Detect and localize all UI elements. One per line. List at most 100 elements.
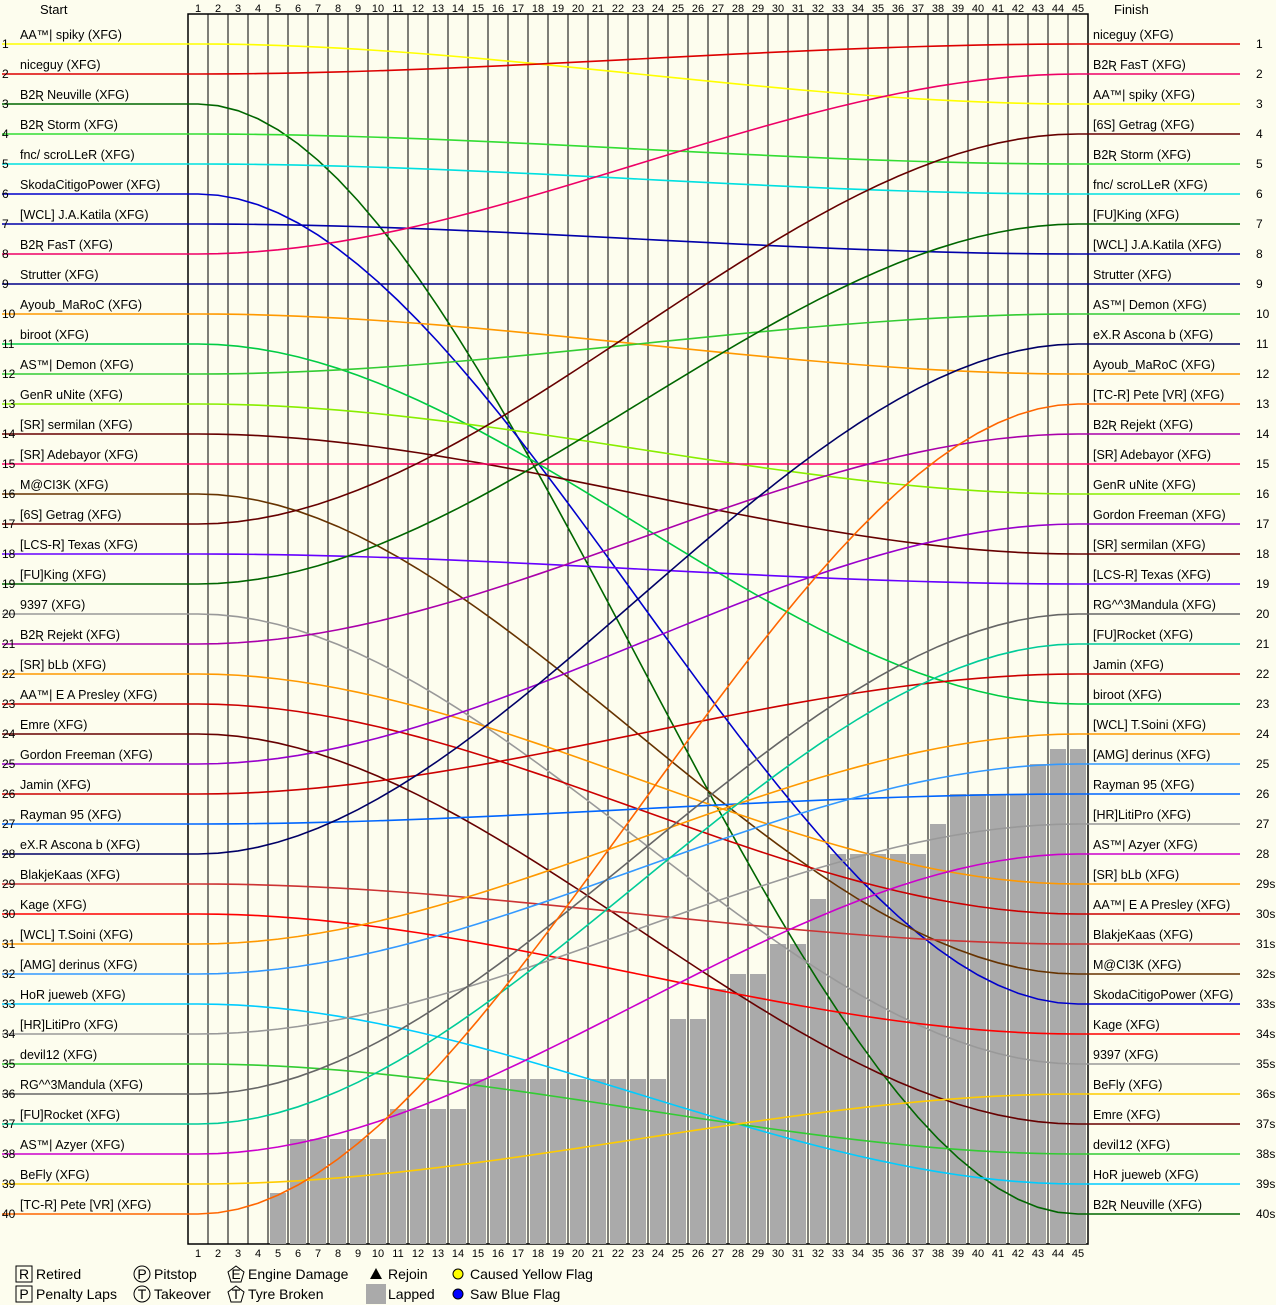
start-position-number: 27	[2, 817, 16, 831]
lap-tick-bottom: 11	[392, 1248, 403, 1260]
finish-position-number: 13	[1256, 397, 1270, 411]
finish-driver-label: [SR] bLb (XFG)	[1093, 868, 1179, 882]
lap-tick-bottom: 2	[215, 1248, 221, 1260]
finish-position-number: 33s	[1256, 997, 1275, 1011]
lapped-column	[290, 1139, 306, 1244]
lap-tick-top: 26	[692, 3, 704, 15]
lap-tick-bottom: 23	[632, 1248, 644, 1260]
lapped-column	[610, 1079, 626, 1244]
driver-line	[2, 553, 1240, 585]
lap-tick-bottom: 14	[452, 1248, 464, 1260]
lap-tick-top: 2	[215, 3, 221, 15]
finish-driver-label: [HR]LitiPro (XFG)	[1093, 808, 1191, 822]
finish-position-number: 29s	[1256, 877, 1275, 891]
lap-tick-top: 6	[295, 3, 301, 15]
finish-driver-label: [SR] sermilan (XFG)	[1093, 538, 1206, 552]
legend: R Retired P Pitstop E Engine Damage Rejoin Caus…	[15, 1265, 593, 1304]
lap-tick-bottom: 1	[195, 1248, 201, 1260]
lap-tick-bottom: 38	[932, 1248, 944, 1260]
driver-line	[2, 823, 1240, 1035]
lapped-column	[470, 1079, 486, 1244]
driver-line	[2, 1003, 1240, 1185]
lapped-column	[690, 1019, 706, 1244]
driver-line	[2, 103, 1240, 1215]
lapped-column	[790, 944, 806, 1244]
lap-tick-top: 19	[552, 3, 564, 15]
finish-driver-label: fnc/ scroLLeR (XFG)	[1093, 178, 1208, 192]
finish-position-number: 21	[1256, 637, 1270, 651]
lap-tick-top: 34	[852, 3, 864, 15]
start-driver-label: Ayoub_MaRoC (XFG)	[20, 298, 142, 312]
retired-legend-label: Retired	[36, 1266, 81, 1282]
lapped-column	[910, 854, 926, 1244]
lapped-column	[550, 1079, 566, 1244]
lap-tick-bottom: 13	[432, 1248, 444, 1260]
finish-position-number: 8	[1256, 247, 1263, 261]
finish-position-number: 20	[1256, 607, 1270, 621]
lap-tick-top: 43	[1032, 3, 1044, 15]
lap-tick-bottom: 26	[692, 1248, 704, 1260]
lap-tick-bottom: 20	[572, 1248, 584, 1260]
start-driver-label: [WCL] T.Soini (XFG)	[20, 928, 133, 942]
start-position-number: 21	[2, 637, 16, 651]
start-driver-label: [FU]Rocket (XFG)	[20, 1108, 120, 1122]
lap-tick-bottom: 37	[912, 1248, 924, 1260]
lapped-column	[650, 1079, 666, 1244]
lap-tick-bottom: 21	[592, 1248, 604, 1260]
lap-tick-top: 38	[932, 3, 944, 15]
lapped-column	[990, 794, 1006, 1244]
lap-tick-bottom: 34	[852, 1248, 864, 1260]
start-position-number: 29	[2, 877, 16, 891]
start-position-number: 30	[2, 907, 16, 921]
finish-driver-label: BeFly (XFG)	[1093, 1078, 1162, 1092]
position-lines	[2, 43, 1240, 1215]
yellow-legend-label: Caused Yellow Flag	[470, 1266, 593, 1282]
finish-position-number: 2	[1256, 67, 1263, 81]
lap-tick-top: 23	[632, 3, 644, 15]
finish-position-number: 14	[1256, 427, 1270, 441]
start-position-number: 1	[2, 37, 9, 51]
start-driver-label: BlakjeKaas (XFG)	[20, 868, 120, 882]
start-driver-label: [LCS-R] Texas (XFG)	[20, 538, 138, 552]
lap-tick-top: 20	[572, 3, 584, 15]
finish-position-number: 25	[1256, 757, 1270, 771]
lap-tick-top: 40	[972, 3, 984, 15]
lap-tick-top: 24	[652, 3, 664, 15]
driver-line	[2, 883, 1240, 945]
finish-driver-label: AA™| E A Presley (XFG)	[1093, 898, 1230, 912]
start-driver-label: [WCL] J.A.Katila (XFG)	[20, 208, 149, 222]
start-driver-label: devil12 (XFG)	[20, 1048, 97, 1062]
start-driver-label: [TC-R] Pete [VR] (XFG)	[20, 1198, 151, 1212]
lap-tick-bottom: 24	[652, 1248, 664, 1260]
lap-tick-bottom: 10	[372, 1248, 384, 1260]
driver-line	[2, 73, 1240, 255]
lap-tick-bottom: 33	[832, 1248, 844, 1260]
driver-line	[2, 433, 1240, 555]
driver-line	[2, 913, 1240, 1035]
finish-driver-label: B2Ʀ Neuville (XFG)	[1093, 1198, 1202, 1212]
finish-driver-label: AS™| Azyer (XFG)	[1093, 838, 1198, 852]
finish-position-number: 16	[1256, 487, 1270, 501]
lapped-column	[710, 989, 726, 1244]
tyre-legend-label: Tyre Broken	[248, 1286, 323, 1302]
start-driver-label: eX.R Ascona b (XFG)	[20, 838, 140, 852]
finish-driver-label: RG^^3Mandula (XFG)	[1093, 598, 1216, 612]
start-position-number: 17	[2, 517, 16, 531]
lap-tick-bottom: 7	[315, 1248, 321, 1260]
finish-position-number: 18	[1256, 547, 1270, 561]
lap-tick-top: 5	[275, 3, 281, 15]
lapped-column	[1050, 749, 1066, 1244]
finish-position-number: 22	[1256, 667, 1270, 681]
lap-tick-top: 27	[712, 3, 724, 15]
driver-line	[2, 223, 1240, 585]
finish-driver-label: [FU]King (XFG)	[1093, 208, 1179, 222]
lap-tick-top: 15	[472, 3, 484, 15]
start-driver-label: biroot (XFG)	[20, 328, 89, 342]
start-position-number: 16	[2, 487, 16, 501]
start-driver-label: RG^^3Mandula (XFG)	[20, 1078, 143, 1092]
lapped-column	[590, 1079, 606, 1244]
start-driver-label: Jamin (XFG)	[20, 778, 91, 792]
lap-tick-top: 30	[772, 3, 784, 15]
lap-tick-bottom: 19	[552, 1248, 564, 1260]
driver-line	[2, 223, 1240, 255]
